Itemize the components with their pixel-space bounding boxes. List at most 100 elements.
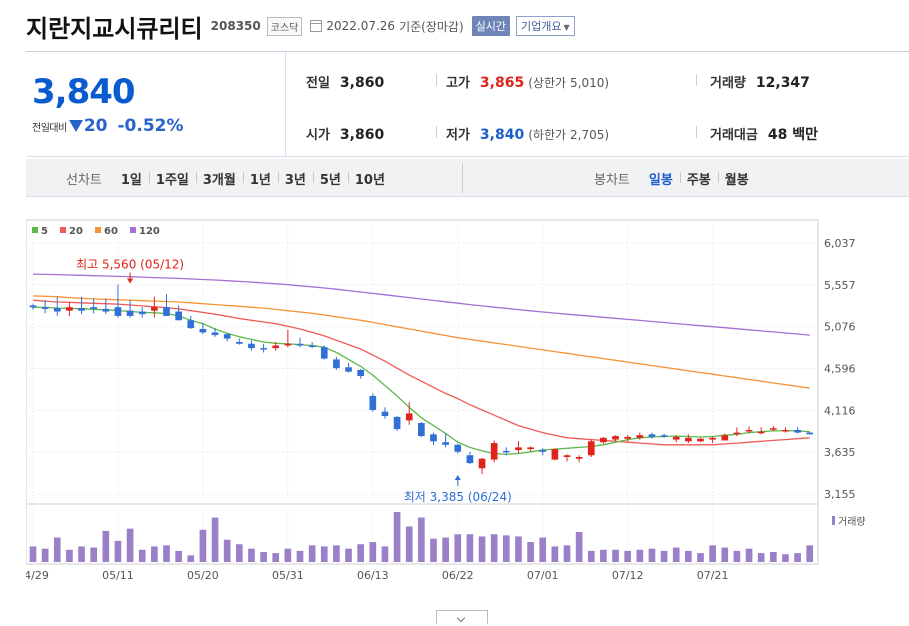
period-3y[interactable]: 3년 — [277, 169, 313, 188]
candle-body — [29, 305, 37, 308]
candle-body — [612, 436, 619, 440]
candle-body — [515, 447, 522, 451]
candle-body — [102, 308, 110, 312]
stock-header: 지란지교시큐리티 208350 코스닥 2022.07.26 기준(장마감) 실… — [26, 8, 575, 44]
candle-body — [41, 307, 49, 309]
stock-code: 208350 — [210, 19, 261, 33]
upper-limit-value: 5,010) — [570, 76, 610, 90]
volume-bar — [527, 542, 534, 562]
candle-body — [454, 444, 462, 452]
chart-expand-button[interactable] — [436, 610, 488, 624]
volume-bar — [782, 554, 789, 562]
current-price-box: 3,840 전일대비 20 -0.52% — [26, 52, 286, 157]
legend-swatch — [95, 227, 101, 233]
ma5-line — [32, 306, 810, 456]
open-cell: 시가 3,860 — [306, 124, 384, 143]
line-chart-periods: 선차트 1일 1주일 3개월 1년 3년 5년 10년 — [66, 159, 392, 197]
period-1d[interactable]: 1일 — [120, 172, 142, 188]
chart-svg: 6,037 5,557 5,076 4,596 4,116 3,635 3,155 04/29… — [17, 219, 866, 582]
volume-bar — [478, 536, 486, 562]
candle-body — [527, 447, 534, 450]
company-overview-dropdown[interactable]: 기업개요 ▼ — [516, 16, 575, 36]
volume-bar — [272, 553, 280, 562]
volume-bar — [697, 553, 704, 562]
volume-bar — [660, 550, 668, 562]
prev-close-label: 전일 — [306, 76, 330, 91]
volume-bar — [53, 537, 61, 562]
volume-bar — [539, 537, 547, 562]
period-1w[interactable]: 1주일 — [148, 169, 196, 188]
volume-bar — [320, 546, 328, 562]
amount-value: 48 백만 — [767, 127, 818, 143]
candle-body — [478, 458, 486, 469]
volume-bar — [806, 545, 814, 562]
legend-label: 5 — [41, 226, 48, 237]
period-1y[interactable]: 1년 — [242, 169, 278, 188]
candle-body — [90, 307, 98, 309]
candle-body — [320, 347, 328, 359]
candle-body — [260, 348, 267, 350]
candle-body — [235, 342, 243, 344]
volume-bar — [369, 542, 377, 562]
realtime-button[interactable]: 실시간 — [471, 16, 511, 36]
period-monthly[interactable]: 월봉 — [717, 169, 756, 188]
volume-bar — [648, 548, 656, 562]
y-tick-label: 3,635 — [824, 446, 856, 459]
candle-body — [175, 311, 182, 321]
change-label: 전일대비 — [32, 122, 67, 134]
x-tick-label: 07/21 — [697, 569, 729, 582]
volume-bar — [709, 545, 716, 562]
volume-bar — [672, 547, 680, 562]
volume-bar — [393, 512, 401, 562]
divider — [462, 163, 463, 193]
volume-panel-frame — [25, 503, 819, 565]
candle-body — [624, 436, 632, 439]
period-daily[interactable]: 일봉 — [648, 172, 673, 188]
min-annotation: 최저 3,385 (06/24) — [404, 490, 512, 504]
candle-body — [539, 450, 547, 452]
volume-bar — [733, 550, 741, 562]
volume-bar — [163, 545, 170, 562]
candle-body — [587, 441, 595, 456]
volume-bar — [235, 544, 243, 562]
volume-legend-label: 거래량 — [838, 516, 866, 528]
line-chart-label: 선차트 — [66, 172, 102, 188]
volume-bar — [308, 545, 316, 562]
x-tick-label: 05/20 — [187, 569, 219, 582]
period-5y[interactable]: 5년 — [312, 169, 348, 188]
volume-cell: 거래량 12,347 — [710, 72, 810, 91]
low-label: 저가 — [446, 128, 470, 143]
x-tick-label: 07/01 — [527, 569, 559, 582]
volume-bar — [175, 550, 182, 562]
x-tick-label: 05/11 — [102, 569, 134, 582]
volume-bar — [454, 534, 462, 562]
ma20-line — [32, 299, 810, 446]
divider — [696, 74, 697, 86]
candle-body — [345, 367, 352, 372]
candle-body — [381, 411, 389, 417]
candle-body — [636, 435, 644, 438]
period-3m[interactable]: 3개월 — [195, 169, 243, 188]
period-weekly[interactable]: 주봉 — [679, 169, 718, 188]
company-name: 지란지교시큐리티 — [26, 14, 203, 43]
change-row: 전일대비 20 -0.52% — [32, 116, 184, 136]
volume-bar — [587, 550, 595, 562]
candle-body — [490, 443, 498, 460]
volume-bar — [333, 545, 340, 562]
divider — [436, 126, 437, 138]
candle-body — [114, 307, 122, 316]
ma60-line — [32, 295, 810, 389]
volume-bar — [345, 548, 352, 562]
volume-bar — [357, 544, 365, 562]
volume-bar — [551, 546, 559, 562]
volume-bar — [284, 548, 292, 562]
candle-body — [308, 345, 316, 348]
volume-bar — [187, 555, 195, 562]
change-value: 20 — [83, 116, 108, 136]
candle-body — [430, 434, 437, 442]
period-10y[interactable]: 10년 — [347, 169, 392, 188]
candle-body — [163, 307, 170, 316]
low-value: 3,840 — [479, 127, 525, 143]
open-label: 시가 — [306, 128, 330, 143]
candle-chart-label: 봉차트 — [594, 172, 630, 188]
